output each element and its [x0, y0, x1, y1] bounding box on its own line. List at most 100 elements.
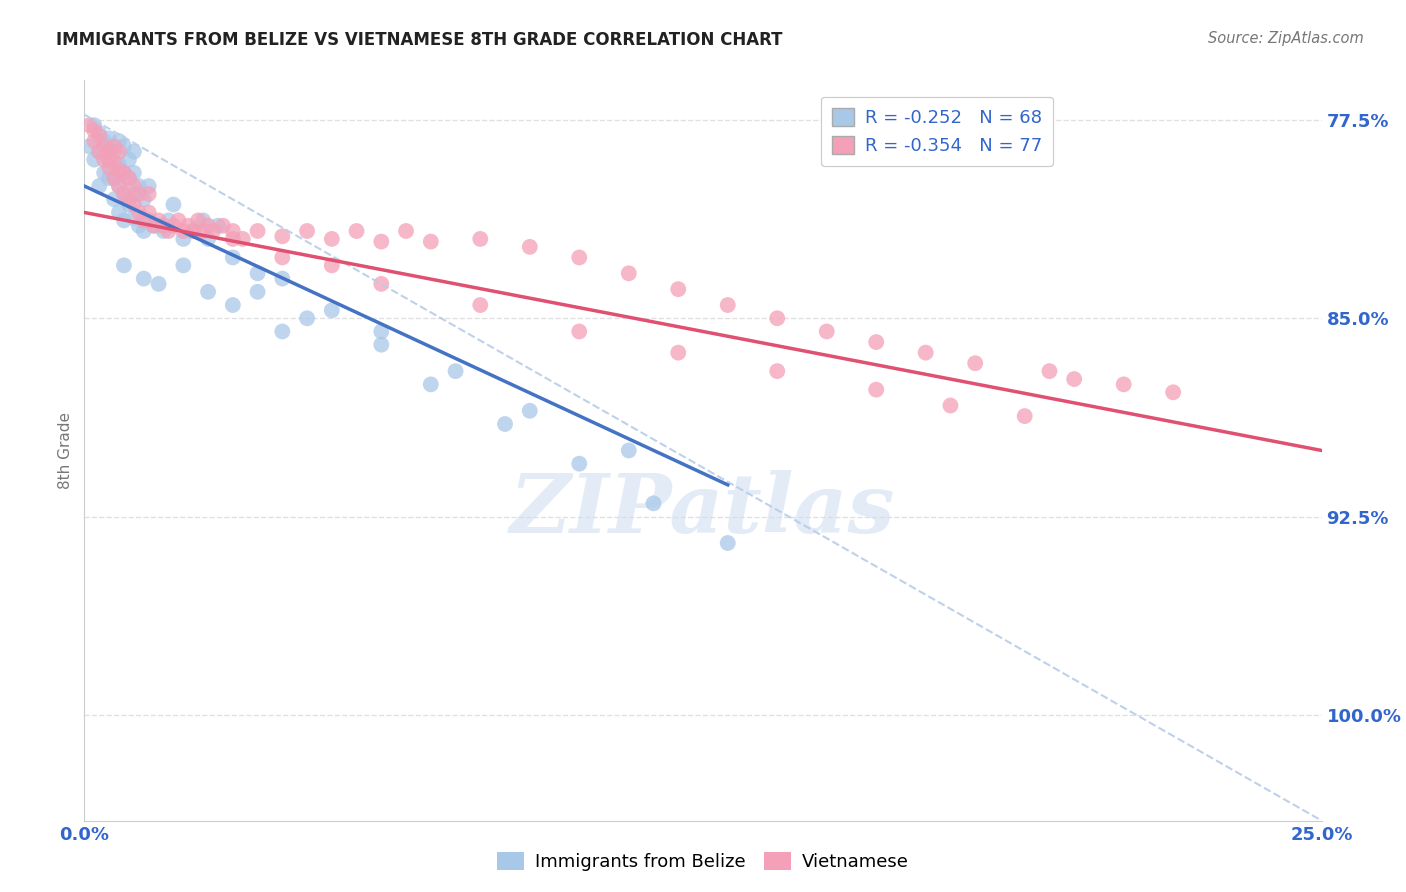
Text: Source: ZipAtlas.com: Source: ZipAtlas.com [1208, 31, 1364, 46]
Point [132, 192, 155, 206]
Point [89, 145, 111, 159]
Legend: Immigrants from Belize, Vietnamese: Immigrants from Belize, Vietnamese [491, 845, 915, 879]
Point [419, 377, 441, 392]
Point [470, 232, 492, 246]
Point [128, 219, 150, 233]
Point [138, 205, 160, 219]
Point [470, 298, 492, 312]
Legend: R = -0.252   N = 68, R = -0.354   N = 77: R = -0.252 N = 68, R = -0.354 N = 77 [821, 96, 1053, 166]
Point [142, 219, 165, 233]
Point [89, 145, 111, 159]
Point [122, 145, 145, 159]
Point [122, 166, 145, 180]
Point [103, 139, 125, 153]
Point [122, 211, 145, 225]
Point [617, 266, 640, 280]
Point [172, 259, 194, 273]
Point [132, 224, 155, 238]
Point [865, 334, 887, 349]
Point [815, 325, 838, 339]
Point [177, 219, 200, 233]
Point [271, 325, 294, 339]
Point [295, 224, 318, 238]
Point [103, 171, 125, 186]
Point [142, 219, 165, 233]
Point [222, 298, 245, 312]
Point [138, 213, 160, 227]
Point [519, 404, 541, 418]
Point [222, 224, 245, 238]
Point [321, 259, 343, 273]
Point [717, 298, 740, 312]
Point [118, 197, 141, 211]
Point [370, 337, 392, 351]
Point [187, 213, 209, 227]
Point [666, 282, 689, 296]
Point [222, 251, 245, 265]
Point [108, 163, 131, 178]
Point [494, 417, 516, 431]
Point [419, 235, 441, 249]
Point [83, 123, 105, 137]
Point [568, 325, 591, 339]
Point [152, 224, 174, 238]
Point [914, 345, 936, 359]
Point [128, 179, 150, 194]
Point [132, 213, 155, 227]
Point [172, 224, 194, 238]
Point [167, 213, 190, 227]
Point [98, 171, 121, 186]
Point [89, 179, 111, 194]
Point [108, 145, 131, 159]
Point [444, 364, 467, 378]
Point [346, 224, 368, 238]
Point [1161, 385, 1184, 400]
Point [98, 153, 121, 167]
Point [108, 158, 131, 172]
Text: IMMIGRANTS FROM BELIZE VS VIETNAMESE 8TH GRADE CORRELATION CHART: IMMIGRANTS FROM BELIZE VS VIETNAMESE 8TH… [56, 31, 783, 49]
Point [191, 213, 214, 227]
Point [321, 303, 343, 318]
Point [93, 166, 115, 180]
Point [148, 277, 170, 291]
Point [246, 266, 269, 280]
Point [103, 155, 125, 169]
Point [939, 399, 962, 413]
Point [568, 251, 591, 265]
Point [83, 134, 105, 148]
Point [112, 213, 135, 227]
Text: ZIPatlas: ZIPatlas [510, 470, 896, 549]
Point [246, 285, 269, 299]
Point [112, 186, 135, 201]
Point [93, 134, 115, 148]
Point [1063, 372, 1085, 386]
Point [766, 311, 789, 326]
Point [98, 131, 121, 145]
Point [162, 197, 184, 211]
Point [222, 232, 245, 246]
Point [112, 186, 135, 201]
Point [118, 171, 141, 186]
Point [103, 192, 125, 206]
Point [79, 118, 101, 132]
Point [519, 240, 541, 254]
Point [766, 364, 789, 378]
Point [271, 229, 294, 244]
Point [152, 219, 174, 233]
Point [118, 171, 141, 186]
Point [395, 224, 418, 238]
Point [112, 139, 135, 153]
Point [865, 383, 887, 397]
Point [965, 356, 987, 370]
Point [1014, 409, 1036, 423]
Point [118, 192, 141, 206]
Point [181, 224, 204, 238]
Point [83, 153, 105, 167]
Point [103, 145, 125, 159]
Point [271, 251, 294, 265]
Point [197, 285, 219, 299]
Point [181, 224, 204, 238]
Point [197, 232, 219, 246]
Point [108, 179, 131, 194]
Point [370, 325, 392, 339]
